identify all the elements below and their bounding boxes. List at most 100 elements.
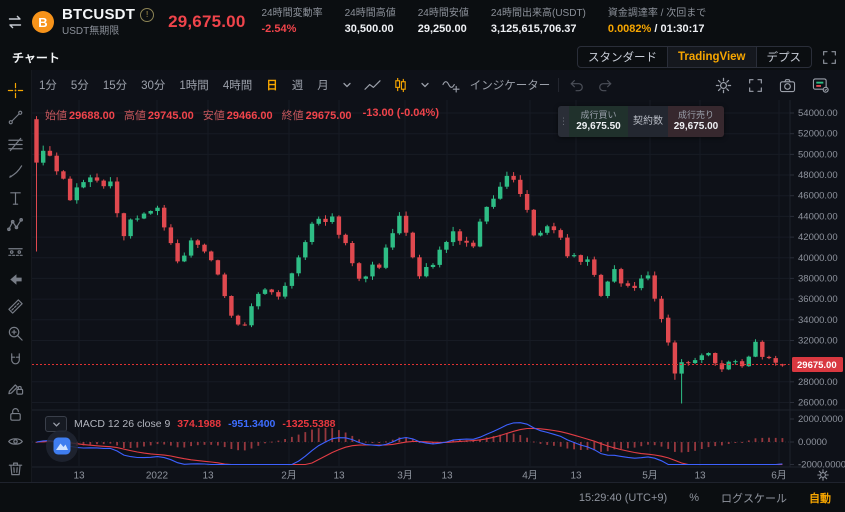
undo-icon[interactable]	[563, 78, 591, 92]
svg-text:32000.00: 32000.00	[798, 336, 838, 347]
timeframe-週[interactable]: 週	[291, 80, 304, 92]
timeframe-月[interactable]: 月	[317, 80, 329, 92]
ohlc-change: -13.00 (-0.04%)	[362, 107, 439, 119]
timeframe-1時間[interactable]: 1時間	[179, 80, 209, 92]
expand-chart-icon[interactable]	[742, 78, 769, 93]
timeframe-5分[interactable]: 5分	[70, 80, 89, 92]
svg-text:3月: 3月	[397, 470, 413, 482]
header-stat: 24時間安値 29,250.00	[417, 7, 469, 36]
svg-text:6月: 6月	[771, 470, 787, 482]
ruler-tool-icon[interactable]	[0, 293, 31, 320]
svg-text:2月: 2月	[281, 470, 297, 482]
order-panel-toggle-icon[interactable]	[806, 77, 835, 93]
timeframe-30分[interactable]: 30分	[141, 80, 166, 92]
screenshot-camera-icon[interactable]	[773, 78, 802, 93]
view-mode-TradingView[interactable]: TradingView	[666, 47, 756, 67]
timeframe-4時間[interactable]: 4時間	[222, 80, 253, 92]
crosshair-tool-icon[interactable]	[0, 77, 31, 104]
fullscreen-icon[interactable]	[822, 50, 837, 65]
indicators-icon[interactable]	[436, 77, 466, 93]
svg-text:13: 13	[694, 471, 706, 482]
view-mode-スタンダード[interactable]: スタンダード	[587, 52, 657, 64]
macd-title: MACD 12 26 close 9	[74, 418, 171, 430]
timeframe-日[interactable]: 日	[266, 80, 278, 92]
candlestick-chart[interactable]: 54000.00 52000.00 50000.00 48000.00 46000.00…	[32, 100, 845, 482]
svg-text:46000.00: 46000.00	[798, 191, 838, 202]
pattern-tool-icon[interactable]	[0, 212, 31, 239]
timeframe-15分[interactable]: 15分	[102, 80, 128, 92]
header-stats: 24時間変動率 -2.54% 24時間高値 30,500.00 24時間安値 29,250…	[262, 8, 707, 36]
svg-text:54000.00: 54000.00	[798, 108, 838, 119]
tv-toolbar: 1分 5分 15分 30分 1時間 4時間 日 週 月 インジケーター	[32, 70, 845, 101]
svg-text:13: 13	[73, 471, 85, 482]
chart-area[interactable]: 54000.00 52000.00 50000.00 48000.00 46000.00…	[32, 100, 845, 482]
svg-text:2022: 2022	[146, 471, 169, 482]
arrow-left-tool-icon[interactable]	[0, 266, 31, 293]
svg-text:13: 13	[202, 471, 214, 482]
header-stat: 24時間高値 30,500.00	[344, 7, 396, 36]
timeframe-1分[interactable]: 1分	[39, 80, 57, 92]
view-mode-デプス[interactable]: デプス	[755, 47, 811, 67]
svg-text:2000.0000: 2000.0000	[798, 414, 843, 425]
tab-chart[interactable]: チャート	[12, 50, 60, 65]
chart-mode-segmented-control: スタンダード TradingView デプス	[576, 46, 812, 68]
symbol-switch-icon[interactable]	[0, 14, 30, 30]
redo-icon[interactable]	[591, 78, 619, 92]
header-stat: 資金調達率 / 次回まで 0.0082% / 01:30:17	[607, 7, 707, 36]
candles	[34, 116, 785, 404]
candle-chart-type-icon[interactable]	[387, 77, 414, 93]
macd-hist-value: 374.1988	[177, 418, 222, 430]
svg-text:13: 13	[570, 471, 582, 482]
btc-coin-icon: B	[32, 11, 54, 33]
chart-status-bar: 15:29:40 (UTC+9) % ログスケール 自動	[0, 482, 845, 512]
order-widget-drag-handle-icon[interactable]: ⋮	[558, 106, 569, 137]
svg-text:50000.00: 50000.00	[798, 149, 838, 160]
info-icon[interactable]: !	[140, 8, 155, 22]
fib-tool-tool-icon[interactable]	[0, 131, 31, 158]
svg-text:44000.00: 44000.00	[798, 211, 838, 222]
svg-text:29675.00: 29675.00	[797, 360, 837, 371]
market-buy-button[interactable]: 成行買い 29,675.50	[569, 106, 628, 137]
log-scale-button[interactable]: ログスケール	[721, 492, 787, 505]
svg-text:13: 13	[441, 471, 453, 482]
svg-text:-2000.0000: -2000.0000	[798, 460, 845, 471]
quick-order-widget: ⋮ 成行買い 29,675.50 契約数 成行売り 29,675.00	[558, 106, 724, 137]
svg-text:34000.00: 34000.00	[798, 315, 838, 326]
magnet-tool-icon[interactable]	[0, 347, 31, 374]
toolbar-divider	[558, 78, 560, 92]
market-sell-button[interactable]: 成行売り 29,675.00	[668, 106, 724, 137]
clock[interactable]: 15:29:40 (UTC+9)	[578, 491, 668, 504]
price-axis: 54000.00 52000.00 50000.00 48000.00 46000.00…	[790, 108, 845, 471]
chart-settings-gear-icon[interactable]	[709, 77, 738, 94]
svg-text:28000.00: 28000.00	[798, 377, 838, 388]
indicators-button[interactable]: インジケーター	[469, 80, 551, 92]
drawing-toolbar	[0, 70, 32, 482]
eye-tool-icon[interactable]	[0, 428, 31, 455]
time-axis-settings-gear-icon[interactable]	[817, 469, 829, 481]
chart-type-dropdown-chevron-icon[interactable]	[414, 80, 436, 90]
macd-signal-value: -1325.5388	[282, 418, 336, 430]
projection-tool-icon[interactable]	[0, 239, 31, 266]
timeframe-dropdown-chevron-icon[interactable]	[336, 80, 358, 90]
macd-legend: MACD 12 26 close 9 374.1988 -951.3400 -1…	[45, 416, 336, 432]
percent-scale-button[interactable]: %	[689, 491, 699, 504]
zoom-in-tool-icon[interactable]	[0, 320, 31, 347]
draw-lock-tool-icon[interactable]	[0, 374, 31, 401]
brush-tool-icon[interactable]	[0, 158, 31, 185]
text-tool-icon[interactable]	[0, 185, 31, 212]
grid	[32, 100, 790, 466]
symbol-block[interactable]: BTCUSDT ! USDT無期限	[62, 5, 155, 37]
line-chart-type-icon[interactable]	[358, 78, 387, 93]
lock-tool-icon[interactable]	[0, 401, 31, 428]
current-price-label: 29675.00	[792, 357, 843, 372]
svg-text:13: 13	[333, 471, 345, 482]
trend-line-tool-icon[interactable]	[0, 104, 31, 131]
svg-text:52000.00: 52000.00	[798, 129, 838, 140]
trash-tool-icon[interactable]	[0, 455, 31, 482]
auto-scale-button[interactable]: 自動	[809, 492, 831, 505]
symbol-name: BTCUSDT	[62, 5, 136, 23]
contract-qty-label: 契約数	[628, 106, 668, 137]
macd-pane	[32, 422, 790, 466]
svg-text:36000.00: 36000.00	[798, 294, 838, 305]
macd-collapse-chevron-icon[interactable]	[45, 416, 67, 432]
